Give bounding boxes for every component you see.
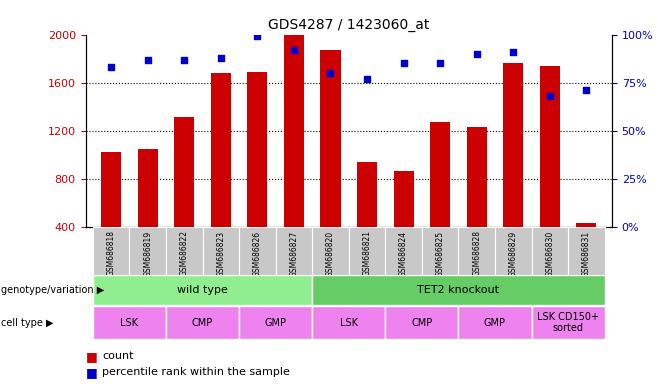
Text: GSM686819: GSM686819 (143, 230, 152, 276)
Bar (430, 122, 450, 227)
Point (216, 55, 226, 61)
Bar (203, 227, 239, 275)
Text: GSM686818: GSM686818 (107, 230, 116, 276)
Point (325, 70, 336, 76)
Text: GSM686829: GSM686829 (509, 230, 518, 276)
Text: GSM686826: GSM686826 (253, 230, 262, 276)
Text: ■: ■ (86, 350, 97, 363)
Bar (93, 275, 312, 305)
Bar (276, 227, 312, 275)
Bar (101, 152, 121, 227)
Text: count: count (102, 351, 134, 361)
Bar (312, 227, 349, 275)
Text: cell type ▶: cell type ▶ (1, 318, 54, 328)
Bar (166, 306, 239, 339)
Bar (93, 306, 166, 339)
Bar (174, 118, 194, 227)
Title: GDS4287 / 1423060_at: GDS4287 / 1423060_at (268, 18, 430, 32)
Text: wild type: wild type (177, 285, 228, 295)
Text: GSM686825: GSM686825 (436, 230, 445, 276)
Bar (93, 227, 130, 275)
Bar (247, 72, 267, 227)
Bar (576, 223, 596, 227)
Text: GSM686820: GSM686820 (326, 230, 335, 276)
Point (508, 49, 519, 55)
Bar (386, 306, 459, 339)
Bar (138, 149, 158, 227)
Text: GMP: GMP (265, 318, 287, 328)
Text: GSM686827: GSM686827 (290, 230, 299, 276)
Text: GMP: GMP (484, 318, 506, 328)
Text: genotype/variation ▶: genotype/variation ▶ (1, 285, 105, 295)
Bar (211, 73, 231, 227)
Text: GSM686822: GSM686822 (180, 230, 189, 276)
Bar (495, 227, 532, 275)
Bar (422, 227, 459, 275)
Point (545, 93, 555, 99)
Point (142, 56, 153, 63)
Point (252, 33, 263, 40)
Bar (239, 227, 276, 275)
Bar (357, 162, 377, 227)
Bar (130, 227, 166, 275)
Text: GSM686828: GSM686828 (472, 230, 481, 276)
Bar (459, 227, 495, 275)
Text: GSM686831: GSM686831 (582, 230, 591, 276)
Bar (239, 306, 312, 339)
Text: GSM686821: GSM686821 (363, 230, 372, 276)
Text: LSK: LSK (340, 318, 358, 328)
Bar (166, 227, 203, 275)
Text: ■: ■ (86, 366, 97, 379)
Text: GSM686824: GSM686824 (399, 230, 408, 276)
Point (435, 60, 445, 66)
Point (581, 87, 592, 93)
Point (289, 47, 299, 53)
Bar (349, 227, 386, 275)
Bar (568, 227, 605, 275)
Bar (467, 127, 487, 227)
Bar (284, 35, 304, 227)
Text: GSM686823: GSM686823 (216, 230, 225, 276)
Bar (312, 306, 386, 339)
Point (106, 64, 116, 70)
Text: CMP: CMP (192, 318, 213, 328)
Bar (320, 50, 341, 227)
Text: percentile rank within the sample: percentile rank within the sample (102, 367, 290, 377)
Bar (312, 275, 605, 305)
Text: TET2 knockout: TET2 knockout (417, 285, 499, 295)
Point (362, 76, 372, 82)
Text: CMP: CMP (411, 318, 432, 328)
Text: GSM686830: GSM686830 (545, 230, 554, 276)
Bar (503, 63, 523, 227)
Bar (386, 227, 422, 275)
Bar (540, 66, 560, 227)
Point (471, 51, 482, 57)
Point (398, 60, 409, 66)
Text: LSK: LSK (120, 318, 138, 328)
Bar (532, 227, 568, 275)
Bar (393, 171, 414, 227)
Bar (532, 306, 605, 339)
Text: LSK CD150+
sorted: LSK CD150+ sorted (537, 312, 599, 333)
Point (179, 56, 190, 63)
Bar (459, 306, 532, 339)
